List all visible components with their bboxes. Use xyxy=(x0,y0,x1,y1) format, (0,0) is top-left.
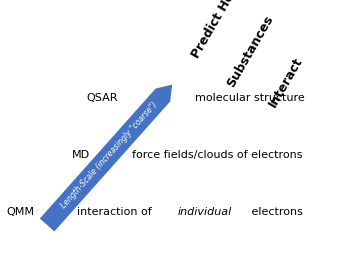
Text: individual: individual xyxy=(177,207,232,216)
Text: electrons: electrons xyxy=(247,207,302,216)
Text: force fields/clouds of electrons: force fields/clouds of electrons xyxy=(132,150,303,160)
Text: QSAR: QSAR xyxy=(87,93,118,103)
Text: Length-Scale (increasingly "coarse"): Length-Scale (increasingly "coarse") xyxy=(60,100,159,210)
Text: molecular structure: molecular structure xyxy=(195,93,304,103)
Text: MD: MD xyxy=(72,150,90,160)
FancyArrowPatch shape xyxy=(40,85,172,231)
Text: interaction of: interaction of xyxy=(77,207,155,216)
Text: QMM: QMM xyxy=(7,207,35,216)
Text: Substances: Substances xyxy=(225,13,276,90)
Text: Predict How: Predict How xyxy=(189,0,243,61)
Text: Interact: Interact xyxy=(266,55,305,110)
